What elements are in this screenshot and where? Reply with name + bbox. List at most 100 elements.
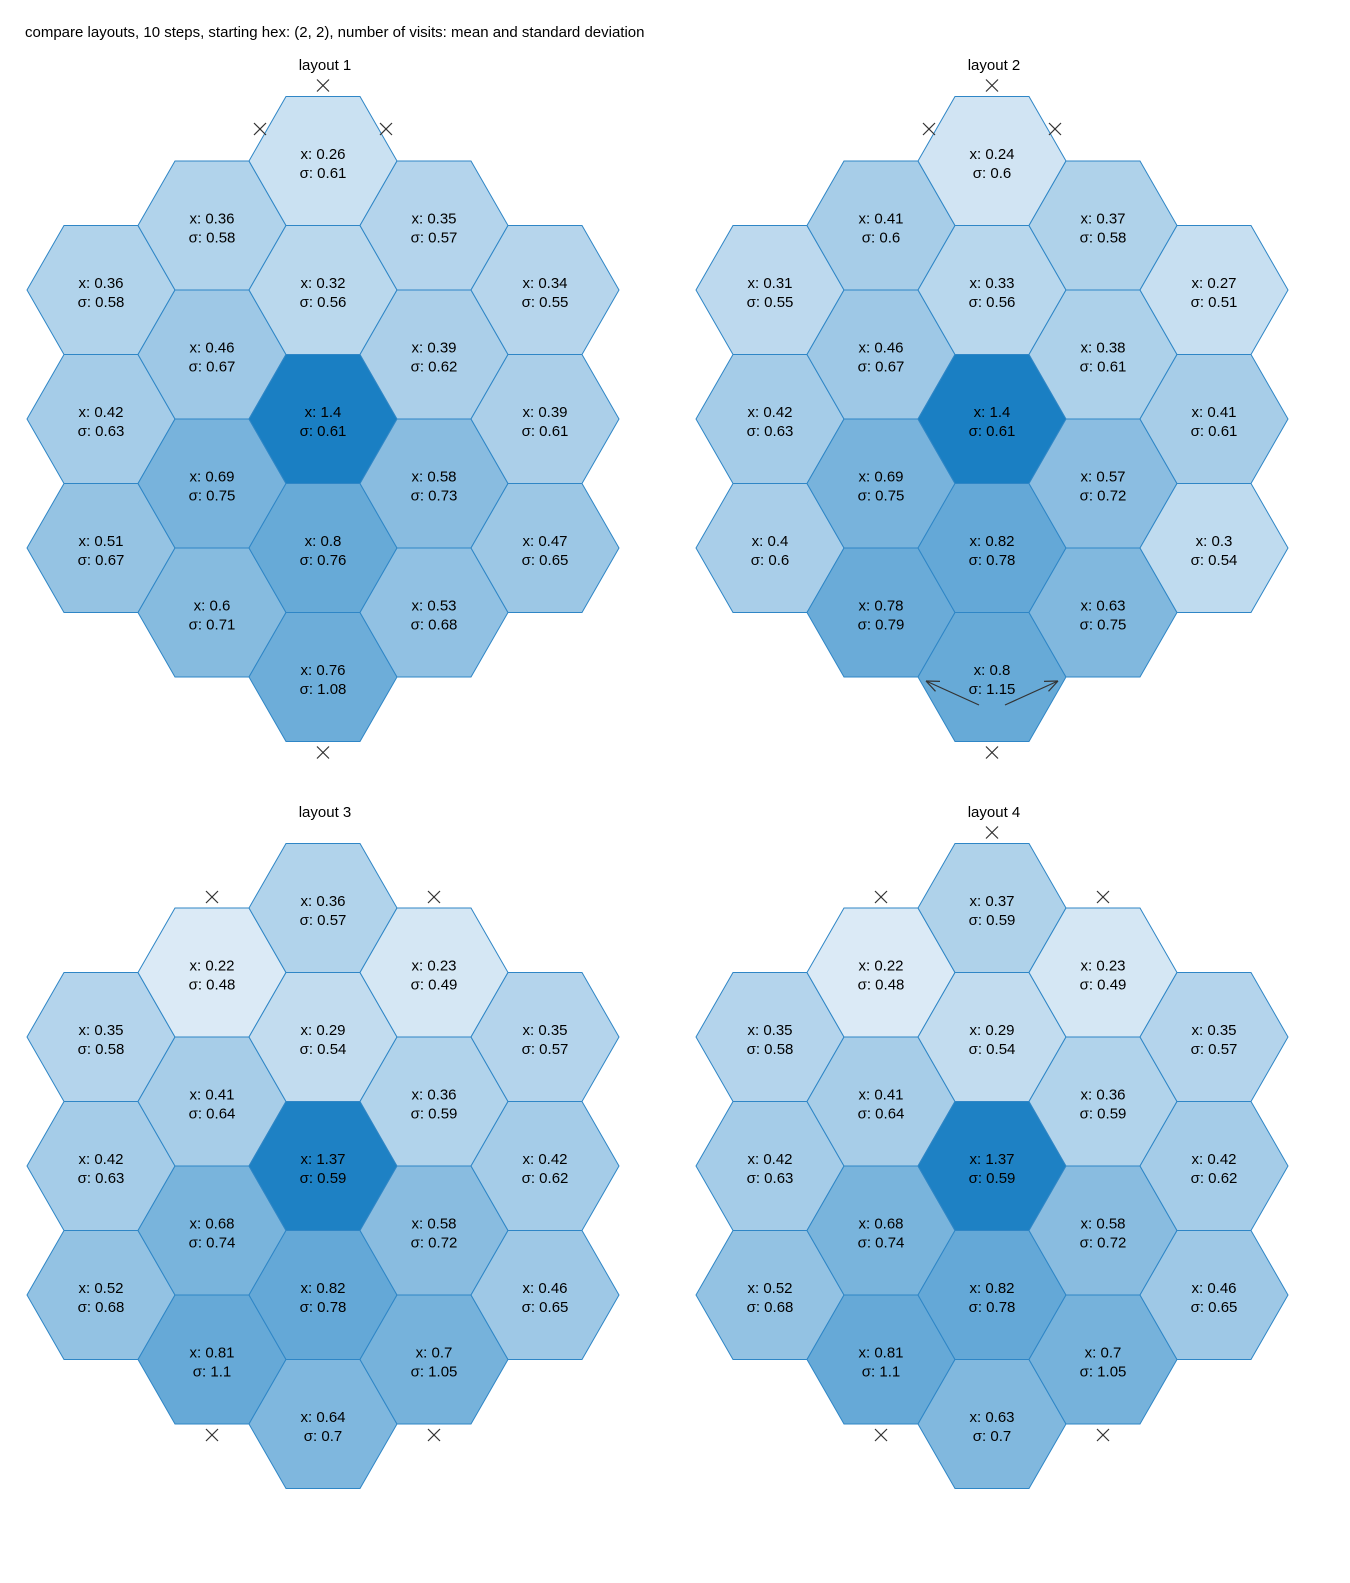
hex-mean-label: x: 0.53 bbox=[411, 598, 456, 615]
hex-std-label: σ: 0.63 bbox=[747, 423, 794, 440]
hex-mean-label: x: 0.82 bbox=[969, 1280, 1014, 1297]
hex-std-label: σ: 0.68 bbox=[78, 1299, 125, 1316]
hex-mean-label: x: 0.41 bbox=[858, 211, 903, 228]
hex-mean-label: x: 0.58 bbox=[1080, 1216, 1125, 1233]
panel-title: layout 2 bbox=[967, 57, 1021, 74]
hex-mean-label: x: 0.42 bbox=[1191, 1151, 1236, 1168]
hex-std-label: σ: 1.08 bbox=[300, 681, 347, 698]
hex-mean-label: x: 0.76 bbox=[300, 662, 345, 679]
hex-std-label: σ: 0.57 bbox=[1191, 1041, 1238, 1058]
hex-std-label: σ: 0.7 bbox=[304, 1428, 342, 1445]
cross-icon bbox=[1048, 122, 1062, 136]
hex-std-label: σ: 0.68 bbox=[747, 1299, 794, 1316]
cross-icon bbox=[874, 890, 888, 904]
hex-std-label: σ: 0.61 bbox=[1191, 423, 1238, 440]
hex-std-label: σ: 0.54 bbox=[1191, 552, 1238, 569]
panel-title: layout 4 bbox=[967, 804, 1021, 821]
hex-std-label: σ: 0.78 bbox=[300, 1299, 347, 1316]
hex-mean-label: x: 0.68 bbox=[189, 1216, 234, 1233]
hex-std-label: σ: 0.79 bbox=[858, 617, 905, 634]
hex-std-label: σ: 0.72 bbox=[1080, 488, 1127, 505]
hex-mean-label: x: 0.38 bbox=[1080, 340, 1125, 357]
hex-std-label: σ: 0.72 bbox=[411, 1235, 458, 1252]
hex-cell bbox=[470, 483, 620, 613]
hex-std-label: σ: 0.56 bbox=[300, 294, 347, 311]
hex-mean-label: x: 0.35 bbox=[1191, 1022, 1236, 1039]
cross-icon bbox=[316, 79, 330, 92]
cross-icon bbox=[1096, 890, 1110, 904]
hex-std-label: σ: 0.6 bbox=[973, 165, 1011, 182]
hex-mean-label: x: 0.69 bbox=[858, 469, 903, 486]
hex-mean-label: x: 0.42 bbox=[747, 1151, 792, 1168]
cross-icon bbox=[985, 746, 999, 759]
hex-mean-label: x: 0.51 bbox=[78, 533, 123, 550]
hex-mean-label: x: 0.22 bbox=[858, 958, 903, 975]
hex-std-label: σ: 1.05 bbox=[411, 1364, 458, 1381]
hex-mean-label: x: 0.29 bbox=[300, 1022, 345, 1039]
hex-mean-label: x: 0.33 bbox=[969, 275, 1014, 292]
hex-std-label: σ: 0.57 bbox=[411, 230, 458, 247]
hex-std-label: σ: 0.68 bbox=[411, 617, 458, 634]
page-title: compare layouts, 10 steps, starting hex:… bbox=[25, 24, 645, 41]
hex-mean-label: x: 0.36 bbox=[1080, 1087, 1125, 1104]
hex-std-label: σ: 1.1 bbox=[862, 1364, 900, 1381]
hex-mean-label: x: 0.36 bbox=[189, 211, 234, 228]
hex-mean-label: x: 0.7 bbox=[1085, 1345, 1122, 1362]
hex-std-label: σ: 0.63 bbox=[747, 1170, 794, 1187]
hex-mean-label: x: 0.7 bbox=[416, 1345, 453, 1362]
cross-icon bbox=[205, 890, 219, 904]
hex-mean-label: x: 0.81 bbox=[189, 1345, 234, 1362]
hex-std-label: σ: 0.75 bbox=[189, 488, 236, 505]
hex-mean-label: x: 0.64 bbox=[300, 1409, 345, 1426]
hex-std-label: σ: 0.48 bbox=[858, 977, 905, 994]
hex-mean-label: x: 0.52 bbox=[747, 1280, 792, 1297]
hex-mean-label: x: 0.69 bbox=[189, 469, 234, 486]
hex-mean-label: x: 0.35 bbox=[522, 1022, 567, 1039]
hex-mean-label: x: 0.24 bbox=[969, 146, 1014, 163]
hex-std-label: σ: 0.63 bbox=[78, 423, 125, 440]
hex-std-label: σ: 0.78 bbox=[969, 552, 1016, 569]
hex-mean-label: x: 0.42 bbox=[78, 1151, 123, 1168]
hex-mean-label: x: 0.4 bbox=[752, 533, 789, 550]
hex-grid: x: 0.35 σ: 0.58 x: 0.42 σ: 0.63 x: 0.52 σ: 0.… bbox=[26, 843, 620, 1489]
hex-std-label: σ: 0.62 bbox=[522, 1170, 569, 1187]
hex-std-label: σ: 0.48 bbox=[189, 977, 236, 994]
cross-icon bbox=[205, 1428, 219, 1442]
hex-std-label: σ: 0.75 bbox=[858, 488, 905, 505]
cross-icon bbox=[316, 746, 330, 759]
hex-std-label: σ: 0.7 bbox=[973, 1428, 1011, 1445]
hex-std-label: σ: 0.73 bbox=[411, 488, 458, 505]
hex-mean-label: x: 0.63 bbox=[969, 1409, 1014, 1426]
hex-std-label: σ: 0.76 bbox=[300, 552, 347, 569]
hex-std-label: σ: 0.58 bbox=[1080, 230, 1127, 247]
hex-std-label: σ: 0.58 bbox=[747, 1041, 794, 1058]
layout-panel-3: layout 3 x: 0.35 σ: 0.58 x: 0.42 σ: 0.63 x: … bbox=[25, 804, 625, 1544]
hex-std-label: σ: 0.6 bbox=[862, 230, 900, 247]
hex-std-label: σ: 0.57 bbox=[522, 1041, 569, 1058]
hex-mean-label: x: 0.3 bbox=[1196, 533, 1233, 550]
hex-mean-label: x: 0.57 bbox=[1080, 469, 1125, 486]
cross-icon bbox=[427, 890, 441, 904]
cross-icon bbox=[253, 122, 267, 136]
hex-std-label: σ: 0.72 bbox=[1080, 1235, 1127, 1252]
hex-cell bbox=[1139, 1230, 1289, 1360]
hex-std-label: σ: 0.59 bbox=[969, 1170, 1016, 1187]
hex-mean-label: x: 0.39 bbox=[411, 340, 456, 357]
hex-mean-label: x: 0.58 bbox=[411, 1216, 456, 1233]
hex-std-label: σ: 0.59 bbox=[300, 1170, 347, 1187]
hex-mean-label: x: 0.47 bbox=[522, 533, 567, 550]
cross-icon bbox=[379, 122, 393, 136]
hex-mean-label: x: 1.4 bbox=[305, 404, 342, 421]
hex-std-label: σ: 0.74 bbox=[858, 1235, 905, 1252]
hex-std-label: σ: 0.49 bbox=[411, 977, 458, 994]
cross-icon bbox=[985, 826, 999, 839]
hex-mean-label: x: 0.32 bbox=[300, 275, 345, 292]
hex-mean-label: x: 0.23 bbox=[1080, 958, 1125, 975]
cross-icon bbox=[427, 1428, 441, 1442]
hex-mean-label: x: 0.42 bbox=[522, 1151, 567, 1168]
hex-std-label: σ: 0.59 bbox=[411, 1106, 458, 1123]
arrow-icon bbox=[1004, 680, 1059, 706]
hex-mean-label: x: 0.23 bbox=[411, 958, 456, 975]
hex-grid: x: 0.31 σ: 0.55 x: 0.42 σ: 0.63 x: 0.4 σ: 0.6… bbox=[695, 79, 1289, 759]
hex-std-label: σ: 0.49 bbox=[1080, 977, 1127, 994]
